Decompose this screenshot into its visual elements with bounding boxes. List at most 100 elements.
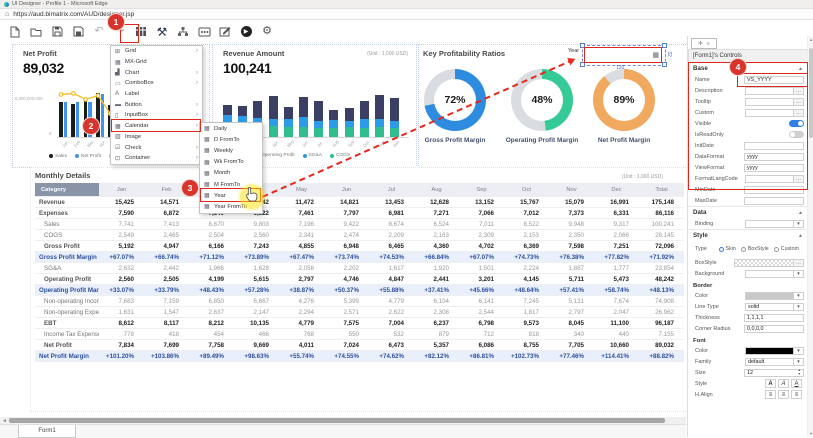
select-background[interactable]: [745, 269, 794, 278]
menu-item-image[interactable]: ▨ Image: [111, 132, 202, 143]
data-table-icon[interactable]: [134, 25, 148, 39]
canvas-hscrollbar[interactable]: ◄: [0, 417, 686, 424]
bold-button[interactable]: A: [765, 379, 776, 388]
submenu-item-wk-fromto[interactable]: ▦ Wk FromTo: [200, 157, 262, 168]
spinner-arrows-icon[interactable]: ▲ ▼: [797, 368, 801, 376]
dataset-icon[interactable]: [197, 25, 211, 39]
new-file-icon[interactable]: [8, 25, 22, 39]
select-binding[interactable]: [745, 219, 794, 228]
property-input-maxdate[interactable]: [744, 196, 804, 205]
hscroll-thumb[interactable]: [9, 418, 665, 423]
menu-item-button[interactable]: ▬ Button ›: [111, 99, 202, 110]
edit-icon[interactable]: [218, 25, 232, 39]
section-base[interactable]: Base ▲: [688, 62, 808, 74]
dropdown-arrow-icon[interactable]: ▼: [794, 291, 804, 300]
panel-scrollbar[interactable]: ▲ ▼: [807, 36, 813, 437]
property-input-thickness[interactable]: 1,1,1,1: [744, 313, 804, 322]
property-input-viewformat[interactable]: yyyy: [744, 163, 804, 172]
selection-handle[interactable]: [580, 62, 585, 67]
menu-item-combobox[interactable]: ▭ ComboBox ›: [111, 78, 202, 89]
property-label: Corner Radius: [695, 325, 731, 332]
dropdown-arrow-icon[interactable]: ▼: [794, 219, 804, 228]
url-text[interactable]: https://aud.bimatrix.com/AUD/designer.js…: [13, 10, 135, 18]
submenu-item-month[interactable]: ▦ Month: [200, 168, 262, 179]
underline-button[interactable]: A: [791, 379, 802, 388]
selection-handle[interactable]: [662, 43, 667, 48]
scroll-left-icon[interactable]: ◄: [2, 417, 7, 424]
submenu-item-year[interactable]: ▦ Year: [200, 190, 262, 201]
submenu-item-m-fromto[interactable]: ▦ M FromTo: [200, 179, 262, 190]
collapse-panel-icon[interactable]: »: [706, 40, 710, 47]
ellipsis-button[interactable]: …: [794, 97, 804, 106]
design-tools-icon[interactable]: ⚒: [156, 24, 168, 39]
property-input-corner-radius[interactable]: 0,0,0,0: [744, 324, 804, 333]
run-icon[interactable]: ▶: [239, 25, 253, 39]
calendar-icon[interactable]: ▦: [652, 51, 659, 59]
size-spinner[interactable]: 12 ▲ ▼: [744, 368, 804, 377]
property-input-dataformat[interactable]: yyyy: [744, 152, 804, 161]
net-profit-value: 89,032: [23, 60, 65, 76]
settings-icon[interactable]: ⚙: [262, 25, 272, 37]
selection-handle[interactable]: [580, 43, 585, 48]
scroll-up-icon[interactable]: ▲: [809, 37, 813, 42]
menu-item-calendar[interactable]: ▦ Calendar ›: [111, 121, 202, 132]
ellipsis-button[interactable]: …: [794, 174, 804, 183]
toggle-visible[interactable]: [789, 120, 804, 127]
hierarchy-icon[interactable]: [176, 25, 190, 39]
menu-item-chart[interactable]: ▟ Chart ›: [111, 67, 202, 78]
radio-custom[interactable]: [773, 246, 779, 252]
section-style[interactable]: Style ▲: [688, 229, 808, 241]
selection-handle[interactable]: [662, 62, 667, 67]
menu-item-inputbox[interactable]: ▯ InputBox ›: [111, 110, 202, 121]
undo-icon[interactable]: ↶: [94, 25, 104, 37]
align-button-0[interactable]: ≡: [765, 390, 776, 399]
menu-item-mx-grid[interactable]: ▦ MX-Grid: [111, 57, 202, 68]
ellipsis-button[interactable]: …: [794, 258, 804, 267]
property-input-name[interactable]: VS_YYYY: [744, 75, 804, 84]
boxstyle-swatch[interactable]: [734, 258, 794, 267]
year-calendar-input[interactable]: ▦: [584, 47, 662, 63]
menu-item-grid[interactable]: ⊞ Grid ›: [111, 46, 202, 57]
submenu-item-d-fromto[interactable]: ▦ D FromTo: [200, 134, 262, 145]
dropdown-arrow-icon[interactable]: ▼: [794, 357, 804, 366]
submenu-item-daily[interactable]: ▦ Daily: [200, 123, 262, 134]
menu-item-container[interactable]: ⊡ Container ›: [111, 153, 202, 164]
open-folder-icon[interactable]: [29, 25, 43, 39]
save-icon[interactable]: [50, 25, 64, 39]
dropdown-arrow-icon[interactable]: ▼: [794, 346, 804, 355]
save-all-icon[interactable]: [71, 25, 85, 39]
property-input-mindate[interactable]: [744, 185, 804, 194]
property-input-formatlangcode[interactable]: [745, 174, 794, 183]
dropdown-arrow-icon[interactable]: ▼: [794, 302, 804, 311]
toggle-isreadonly[interactable]: [789, 131, 804, 138]
controls-header[interactable]: [Form1]'s Controls ▼: [688, 49, 813, 63]
align-button-1[interactable]: ≡: [778, 390, 789, 399]
property-input-initdate[interactable]: [744, 141, 804, 150]
property-input-tooltip[interactable]: [745, 97, 794, 106]
property-input-description[interactable]: [745, 86, 794, 95]
tab-form1[interactable]: Form1: [18, 425, 76, 438]
submenu-item-year-fromto[interactable]: ▦ Year FromTo: [200, 201, 262, 212]
dropdown-arrow-icon[interactable]: ▼: [794, 269, 804, 278]
radio-skin[interactable]: [718, 246, 724, 252]
section-data[interactable]: Data ▲: [688, 206, 808, 218]
panel-scroll-thumb[interactable]: [809, 48, 813, 138]
select-line-type[interactable]: solid: [745, 302, 794, 311]
ellipsis-button[interactable]: …: [794, 86, 804, 95]
cell: 2,560: [234, 229, 279, 241]
menu-item-label[interactable]: A Label: [111, 89, 202, 100]
submenu-item-weekly[interactable]: ▦ Weekly: [200, 145, 262, 156]
scroll-down-icon[interactable]: ▼: [809, 431, 813, 436]
select-family[interactable]: default: [745, 357, 794, 366]
color-swatch[interactable]: [745, 346, 794, 355]
radio-boxstyle[interactable]: [740, 246, 746, 252]
move-icon[interactable]: ✛: [698, 40, 703, 47]
align-button-2[interactable]: ≡: [791, 390, 802, 399]
browser-urlbar[interactable]: ⌂ https://aud.bimatrix.com/AUD/designer.…: [0, 9, 813, 20]
property-input-custom[interactable]: [745, 108, 794, 117]
italic-button[interactable]: A: [778, 379, 789, 388]
color-swatch[interactable]: [745, 291, 794, 300]
home-icon[interactable]: ⌂: [5, 10, 10, 18]
menu-item-check[interactable]: ☑ Check ›: [111, 142, 202, 153]
ellipsis-button[interactable]: …: [794, 108, 804, 117]
